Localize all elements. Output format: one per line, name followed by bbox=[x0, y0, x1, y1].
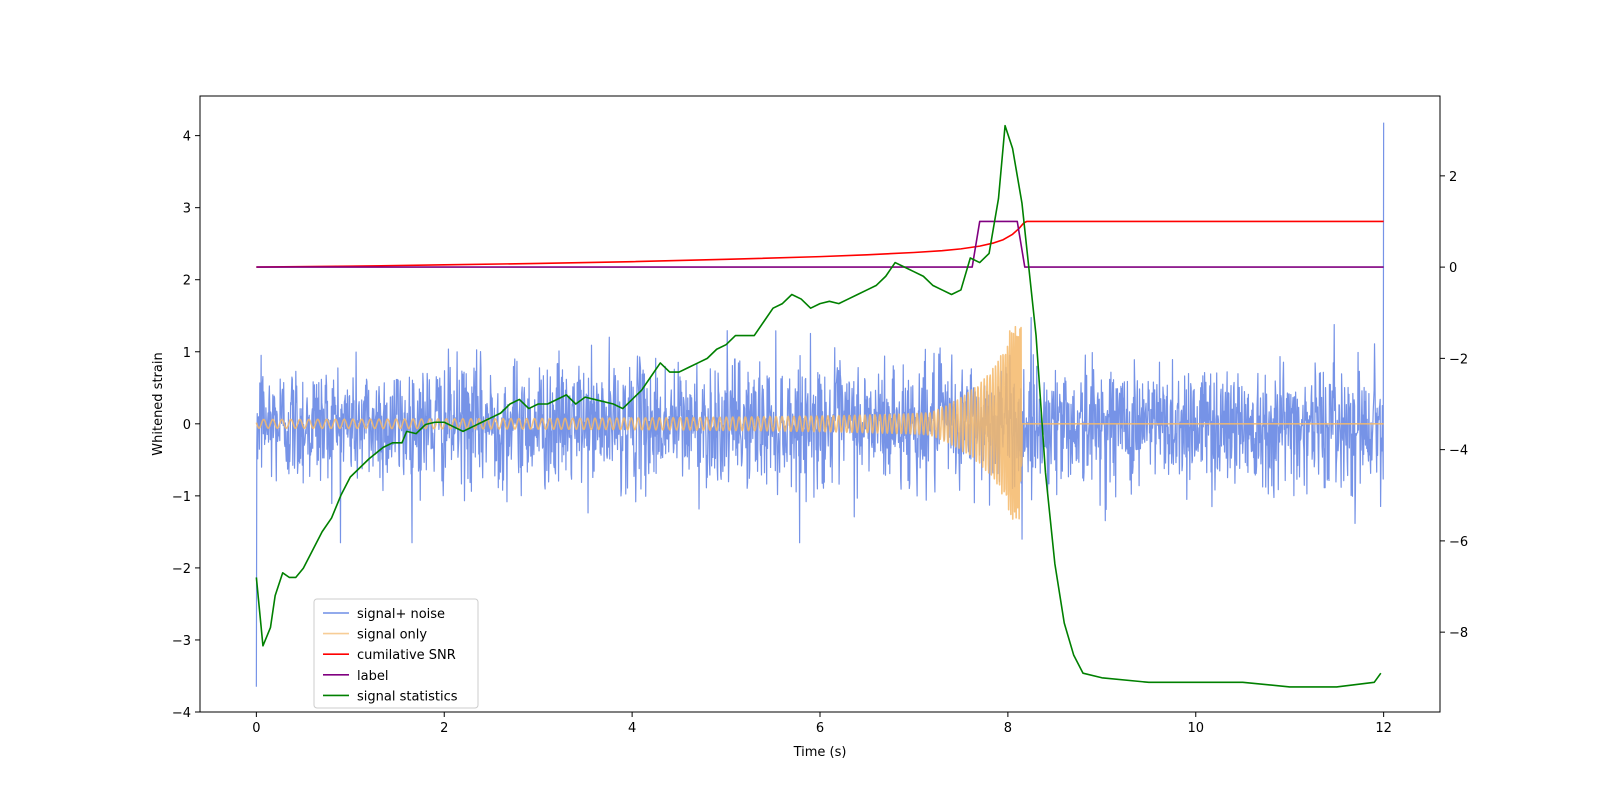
y2-tick-label: −6 bbox=[1449, 535, 1468, 550]
y-tick-label: 0 bbox=[183, 418, 191, 433]
y2-tick-label: −2 bbox=[1449, 352, 1468, 367]
x-tick-label: 2 bbox=[440, 721, 448, 736]
legend-label: signal statistics bbox=[357, 689, 458, 704]
x-tick-label: 12 bbox=[1375, 721, 1392, 736]
y-tick-label: −4 bbox=[172, 706, 191, 721]
y2-tick-label: 2 bbox=[1449, 170, 1457, 185]
x-tick-label: 8 bbox=[1004, 721, 1012, 736]
x-axis-label: Time (s) bbox=[793, 745, 847, 760]
legend-label: label bbox=[357, 669, 388, 684]
x-tick-label: 6 bbox=[816, 721, 824, 736]
x-tick-label: 0 bbox=[252, 721, 260, 736]
legend-label: cumilative SNR bbox=[357, 648, 456, 663]
y2-tick-label: −4 bbox=[1449, 444, 1468, 459]
series-line-signal-noise bbox=[255, 122, 1385, 687]
legend: signal+ noise signal only cumilative SNR la… bbox=[313, 598, 479, 709]
y-tick-label: −3 bbox=[172, 634, 191, 649]
legend-label: signal+ noise bbox=[357, 607, 445, 622]
y-tick-label: 1 bbox=[183, 346, 191, 361]
y-axis-label: Whitened strain bbox=[151, 352, 166, 455]
y-tick-label: −2 bbox=[172, 562, 191, 577]
y-tick-label: 3 bbox=[183, 202, 191, 217]
x-tick-label: 10 bbox=[1187, 721, 1204, 736]
y-axis-left: −4 −3 −2 −1 0 1 2 3 4 bbox=[172, 130, 200, 721]
x-axis: 0 2 4 6 8 10 12 bbox=[252, 712, 1392, 736]
x-tick-label: 4 bbox=[628, 721, 636, 736]
y2-tick-label: −8 bbox=[1449, 626, 1468, 641]
y-tick-label: 2 bbox=[183, 274, 191, 289]
legend-box bbox=[313, 598, 479, 709]
series-line-label bbox=[256, 220, 1384, 268]
plot-area bbox=[255, 122, 1385, 688]
y2-tick-label: 0 bbox=[1449, 261, 1457, 276]
series-line-signal-only bbox=[255, 325, 1385, 520]
y-tick-label: 4 bbox=[183, 130, 191, 145]
y-axis-right: −8 −6 −4 −2 0 2 bbox=[1440, 170, 1468, 641]
y-tick-label: −1 bbox=[172, 490, 191, 505]
series-line-signal-statistics bbox=[255, 124, 1382, 688]
legend-label: signal only bbox=[357, 628, 427, 643]
